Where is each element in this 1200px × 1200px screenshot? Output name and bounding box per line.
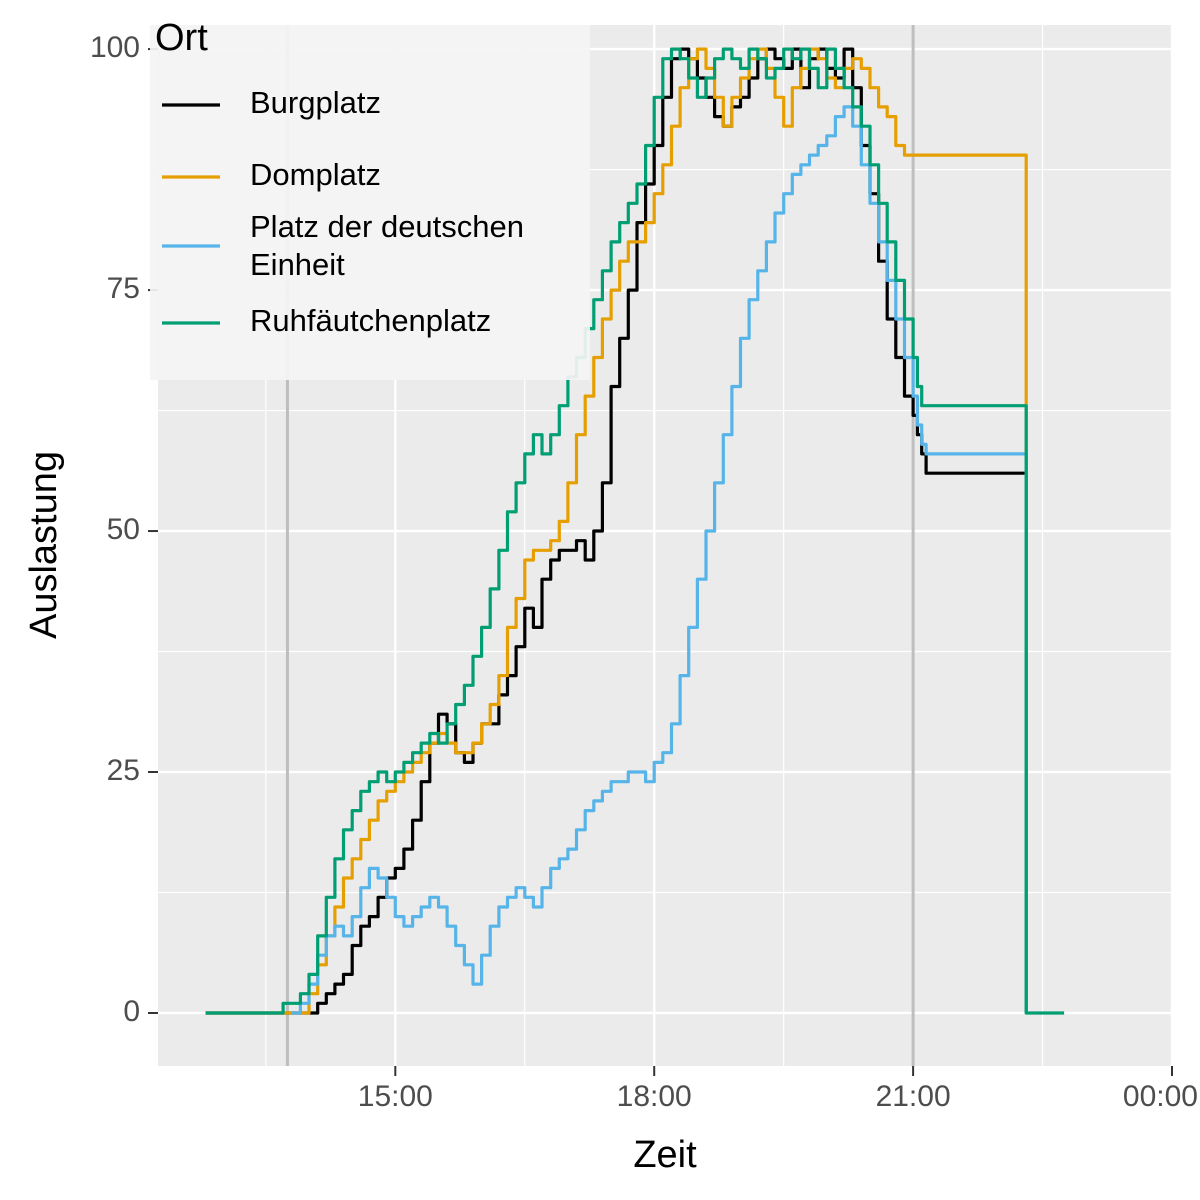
series-line-burgplatz	[205, 47, 1028, 1015]
x-tick-label: 15:00	[358, 1080, 433, 1113]
legend: Ort Burgplatz Domplatz Platz der deutschen…	[150, 17, 590, 380]
series-line-platz-der-deutschen-einheit	[291, 105, 1028, 1015]
x-tick-label: 18:00	[617, 1080, 692, 1113]
legend-background	[150, 25, 590, 380]
x-axis-title: Zeit	[633, 1134, 697, 1176]
y-tick-label: 75	[107, 272, 140, 305]
series-line-domplatz	[205, 47, 1028, 1015]
legend-label: Platz der deutschen	[250, 209, 524, 244]
legend-items: Burgplatz Domplatz Platz der deutschenEinh…	[162, 85, 524, 338]
series-line-ruhf-utchenplatz	[205, 47, 1065, 1015]
legend-label: Ruhfäutchenplatz	[250, 303, 491, 338]
y-tick-label: 100	[90, 31, 140, 64]
y-axis: 0 25 50 75 100	[90, 31, 158, 1028]
series-lines	[205, 47, 1065, 1015]
x-axis: 15:00 18:00 21:00 00:00	[358, 1066, 1198, 1113]
y-tick-label: 0	[123, 995, 140, 1028]
y-tick-label: 25	[107, 754, 140, 787]
legend-label: Domplatz	[250, 157, 381, 192]
x-tick-label: 00:00	[1123, 1080, 1198, 1113]
legend-label: Burgplatz	[250, 85, 381, 120]
x-tick-label: 21:00	[876, 1080, 951, 1113]
legend-title: Ort	[155, 17, 208, 59]
y-tick-label: 50	[107, 513, 140, 546]
y-axis-title: Auslastung	[23, 451, 65, 639]
legend-label: Einheit	[250, 247, 345, 282]
